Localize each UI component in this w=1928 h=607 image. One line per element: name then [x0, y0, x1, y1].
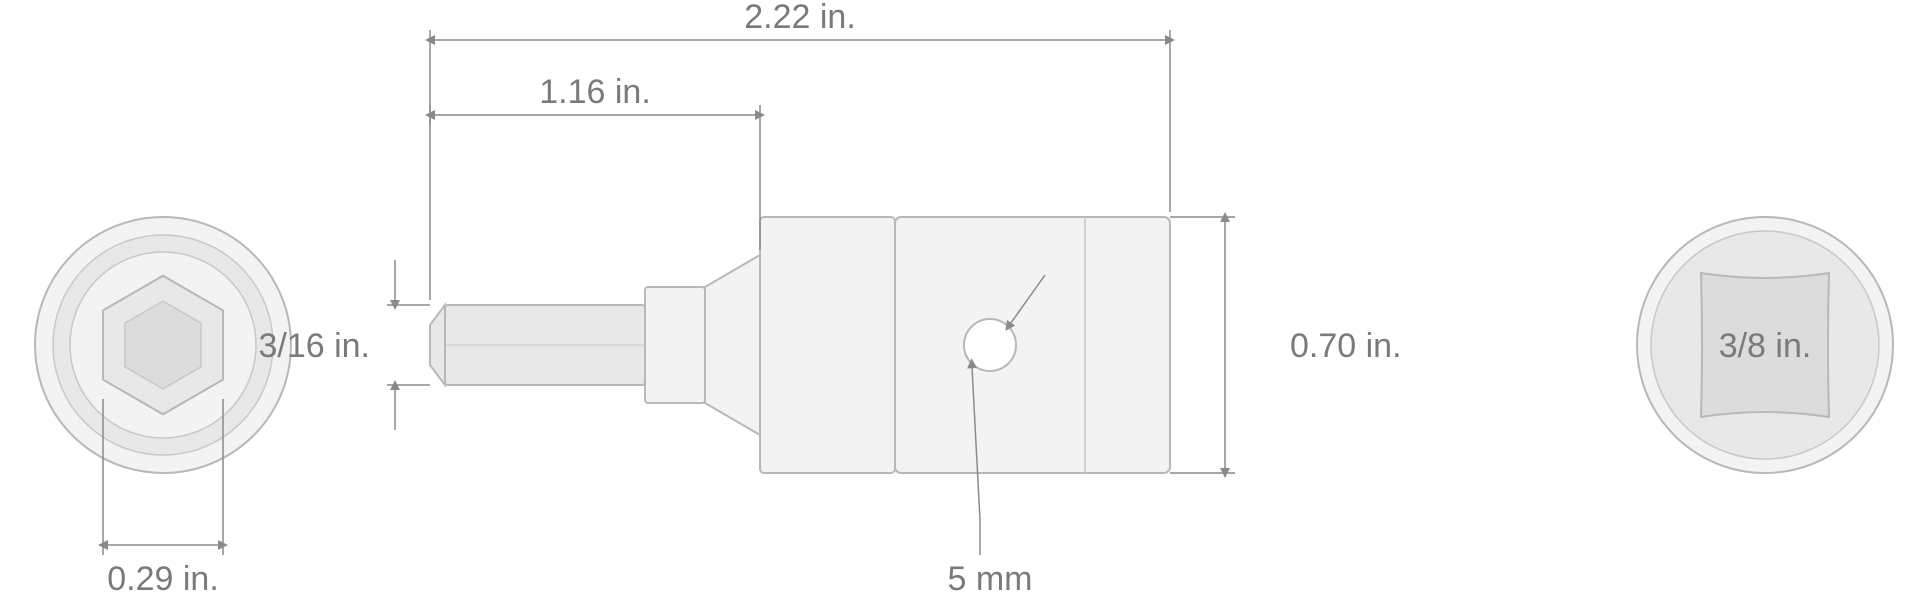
- label-bit-height: 3/16 in.: [258, 327, 370, 365]
- label-body-diameter: 0.70 in.: [1290, 327, 1402, 365]
- label-ball-size: 5 mm: [948, 560, 1033, 598]
- label-overall-length: 2.22 in.: [744, 0, 856, 36]
- label-hex-af: 0.29 in.: [107, 560, 219, 598]
- dim-shaft-length: 1.16 in.: [430, 73, 760, 250]
- front-view: [35, 217, 291, 473]
- label-shaft-length: 1.16 in.: [539, 73, 651, 111]
- diagram-canvas: 0.29 in. 2.22 in. 1.16 in. 3/16 in. 0.70 in.…: [0, 0, 1928, 607]
- side-view: [430, 217, 1170, 473]
- label-drive-size: 3/8 in.: [1719, 327, 1812, 365]
- dim-body-diameter: 0.70 in.: [1170, 217, 1402, 473]
- dim-bit-height: 3/16 in.: [258, 260, 430, 430]
- rear-view: 3/8 in.: [1637, 217, 1893, 473]
